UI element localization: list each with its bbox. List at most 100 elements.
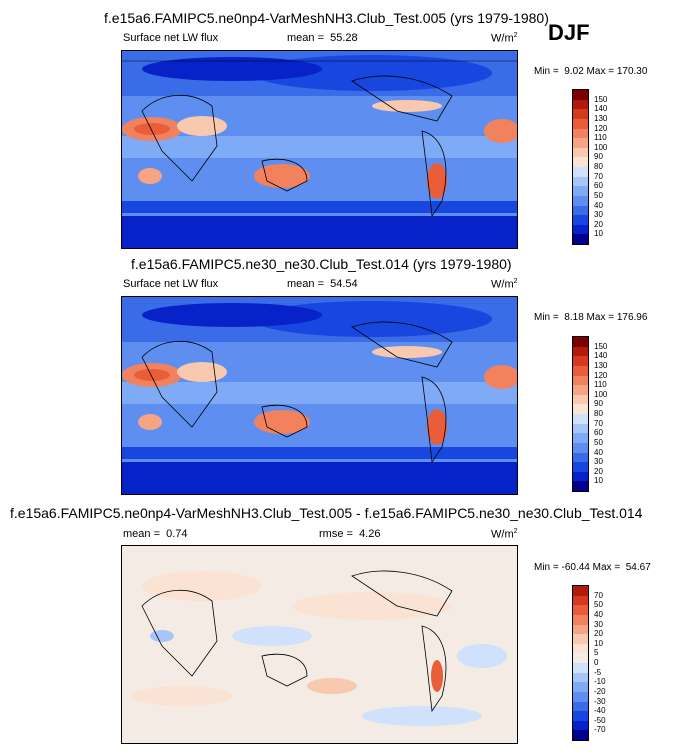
panel3-colorbar-segment xyxy=(573,634,588,644)
panel2-colorbar-tick: 100 xyxy=(594,389,608,399)
panel3-colorbar-segment xyxy=(573,614,588,625)
panel1-colorbar-segment xyxy=(573,186,588,196)
panel2-colorbar-tick: 130 xyxy=(594,360,608,370)
panel3-colorbar-tick: 5 xyxy=(594,648,599,658)
panel3-colorbar-tick: 40 xyxy=(594,609,603,619)
panel3-colorbar-tick: 70 xyxy=(594,590,603,600)
panel3-colorbar-segment xyxy=(573,643,588,654)
panel1-colorbar-segment xyxy=(573,90,588,100)
panel1-colorbar-tick: 20 xyxy=(594,219,603,229)
panel2-variable: Surface net LW flux xyxy=(123,278,219,290)
panel2-colorbar-tick: 150 xyxy=(594,341,608,351)
panel1-colorbar-tick: 100 xyxy=(594,142,608,152)
panel1-colorbar-segment xyxy=(573,138,588,148)
panel1-colorbar-segment xyxy=(573,118,588,129)
panel1-colorbar-segment xyxy=(573,109,588,119)
panel1-colorbar-segment xyxy=(573,157,588,167)
panel2-colorbar-segment xyxy=(573,356,588,366)
panel2-colorbar-tick: 90 xyxy=(594,399,603,409)
panel3-colorbar xyxy=(572,585,589,741)
panel1-colorbar-tick: 90 xyxy=(594,152,603,162)
panel3-colorbar-tick: -10 xyxy=(594,677,606,687)
panel1-colorbar-segment xyxy=(573,176,588,187)
panel3-mean: mean = 0.74 xyxy=(123,528,188,540)
panel3-colorbar-segment xyxy=(573,711,588,721)
panel3-map-svg xyxy=(122,546,517,743)
season-label: DJF xyxy=(548,20,590,45)
panel2-colorbar-segment xyxy=(573,452,588,463)
panel1-colorbar xyxy=(572,89,589,245)
panel1-colorbar-segment xyxy=(573,195,588,206)
panel1-colorbar-segment xyxy=(573,147,588,158)
panel3-colorbar-tick: -50 xyxy=(594,715,606,725)
panel3-colorbar-tick: -20 xyxy=(594,686,606,696)
panel3-colorbar-tick: -70 xyxy=(594,725,606,735)
panel2-colorbar-tick: 70 xyxy=(594,418,603,428)
panel3-map xyxy=(121,545,518,744)
panel1-colorbar-tick: 30 xyxy=(594,210,603,220)
panel1-colorbar-tick: 40 xyxy=(594,200,603,210)
panel3-colorbar-segment xyxy=(573,730,588,740)
panel2-colorbar-segment xyxy=(573,404,588,414)
panel3-colorbar-segment xyxy=(573,624,588,635)
panel1-variable: Surface net LW flux xyxy=(123,32,219,44)
panel2-colorbar-segment xyxy=(573,346,588,357)
panel1-map xyxy=(121,50,518,249)
panel3-colorbar-tick: 50 xyxy=(594,600,603,610)
panel2-colorbar-segment xyxy=(573,385,588,395)
panel2-colorbar-segment xyxy=(573,423,588,434)
panel2-colorbar-tick: 60 xyxy=(594,428,603,438)
panel3-title: f.e15a6.FAMIPC5.ne0np4-VarMeshNH3.Club_T… xyxy=(10,505,643,521)
panel2-colorbar-segment xyxy=(573,471,588,482)
panel2-map xyxy=(121,296,518,495)
panel3-colorbar-segment xyxy=(573,720,588,731)
panel2-colorbar xyxy=(572,336,589,492)
panel2-colorbar-segment xyxy=(573,433,588,443)
panel1-colorbar-segment xyxy=(573,99,588,110)
panel3-colorbar-tick: -40 xyxy=(594,706,606,716)
panel3-colorbar-tick: 10 xyxy=(594,638,603,648)
panel1-colorbar-tick: 140 xyxy=(594,104,608,114)
panel1-map-svg xyxy=(122,51,517,248)
panel2-colorbar-segment xyxy=(573,365,588,376)
panel3-colorbar-segment xyxy=(573,653,588,663)
panel3-colorbar-segment xyxy=(573,672,588,683)
panel3-colorbar-tick: 0 xyxy=(594,658,599,667)
panel3-colorbar-tick: -5 xyxy=(594,667,602,677)
panel1-mean: mean = 55.28 xyxy=(287,32,358,44)
panel1-colorbar-segment xyxy=(573,167,588,177)
panel1-title: f.e15a6.FAMIPC5.ne0np4-VarMeshNH3.Club_T… xyxy=(104,10,549,26)
panel2-map-svg xyxy=(122,297,517,494)
panel2-colorbar-tick: 110 xyxy=(594,380,607,390)
panel1-colorbar-tick: 110 xyxy=(594,133,607,143)
panel3-colorbar-tick: -30 xyxy=(594,696,606,706)
panel2-colorbar-segment xyxy=(573,481,588,491)
panel3-colorbar-tick: 20 xyxy=(594,629,603,639)
panel1-colorbar-segment xyxy=(573,205,588,216)
panel1-colorbar-tick: 70 xyxy=(594,171,603,181)
panel3-colorbar-segment xyxy=(573,586,588,596)
panel1-colorbar-tick: 10 xyxy=(594,229,603,239)
panel1-colorbar-segment xyxy=(573,215,588,225)
panel2-colorbar-tick: 50 xyxy=(594,437,603,447)
panel2-colorbar-tick: 40 xyxy=(594,447,603,457)
panel2-colorbar-segment xyxy=(573,394,588,405)
panel1-colorbar-tick: 60 xyxy=(594,181,603,191)
panel2-colorbar-segment xyxy=(573,462,588,472)
panel1-colorbar-tick: 120 xyxy=(594,123,608,133)
panel2-title: f.e15a6.FAMIPC5.ne30_ne30.Club_Test.014 … xyxy=(131,256,512,272)
panel3-colorbar-tick: 30 xyxy=(594,619,603,629)
panel2-colorbar-segment xyxy=(573,375,588,386)
panel2-colorbar-tick: 30 xyxy=(594,457,603,467)
panel1-colorbar-tick: 150 xyxy=(594,94,608,104)
panel3-minmax: Min = -60.44 Max = 54.67 xyxy=(534,562,651,573)
panel3-colorbar-segment xyxy=(573,595,588,606)
panel2-units: W/m2 xyxy=(491,278,518,291)
panel2-colorbar-segment xyxy=(573,442,588,453)
panel3-colorbar-segment xyxy=(573,691,588,702)
panel2-minmax: Min = 8.18 Max = 176.96 xyxy=(534,312,648,323)
panel3-colorbar-segment xyxy=(573,682,588,692)
panel3-colorbar-segment xyxy=(573,701,588,712)
panel1-colorbar-segment xyxy=(573,224,588,235)
panel2-colorbar-tick: 10 xyxy=(594,476,603,486)
